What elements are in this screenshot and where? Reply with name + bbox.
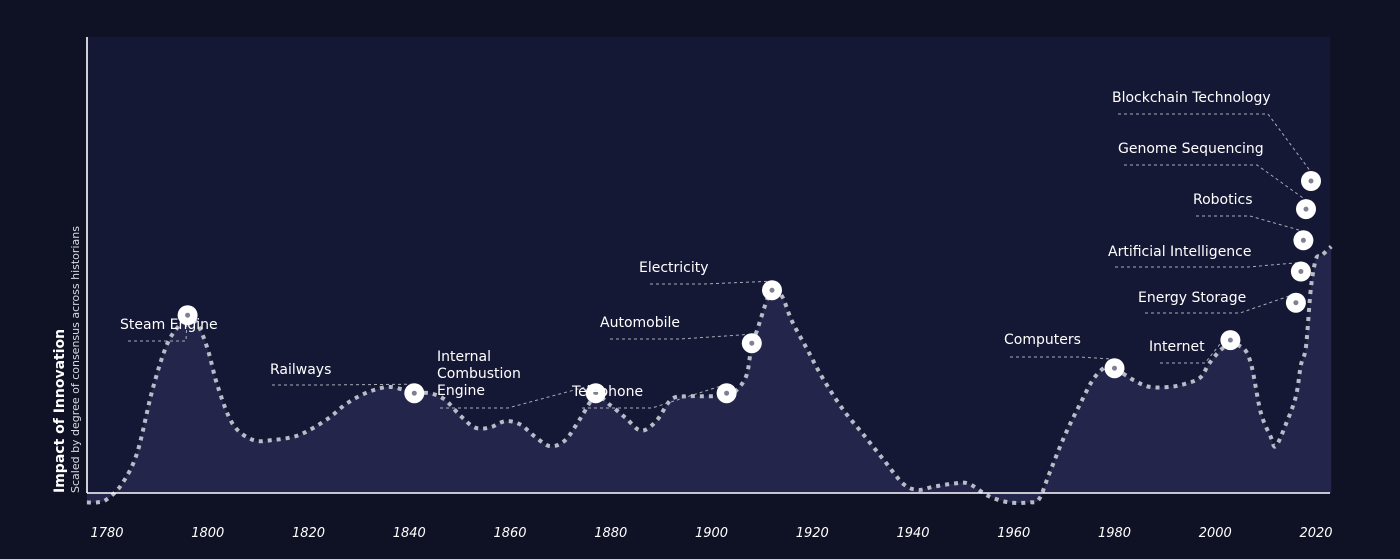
x-tick-label: 1840 (393, 526, 426, 541)
annotation-marker-center (1293, 300, 1299, 306)
x-tick-label: 1880 (594, 526, 627, 541)
annotation-marker-center (724, 390, 730, 396)
annotation-leader-line (128, 306, 189, 342)
annotation-label: Blockchain Technology (1112, 90, 1271, 106)
annotation-leader-line (1115, 262, 1301, 268)
annotation-marker-center (411, 390, 417, 396)
area-fill (86, 246, 1332, 503)
annotation-label: Artificial Intelligence (1108, 244, 1252, 260)
x-tick-label: 1860 (493, 526, 526, 541)
annotation-leader-line (1196, 215, 1304, 232)
annotation-leader-line (1124, 164, 1307, 201)
x-tick-label: 1900 (695, 526, 728, 541)
y-axis-title-group: Impact of Innovation Scaled by degree of… (52, 226, 82, 493)
x-tick-label: 1980 (1098, 526, 1131, 541)
annotation-leader-line (272, 383, 415, 386)
annotation-marker-center (1227, 337, 1233, 343)
annotation-label: Genome Sequencing (1118, 141, 1264, 157)
x-tick-label: 1800 (191, 526, 224, 541)
x-tick-label: 1780 (90, 526, 123, 541)
annotation-leader-line (1118, 113, 1312, 173)
y-axis-title: Impact of Innovation (52, 329, 68, 493)
annotation-label: Internet (1149, 339, 1205, 355)
annotation-leader-line (582, 383, 727, 409)
annotation-marker-center (185, 312, 191, 318)
x-tick-label: 1940 (896, 526, 929, 541)
annotation-markers (177, 171, 1321, 404)
annotation-marker-center (1298, 269, 1304, 274)
annotation-label: Internal Combustion Engine (437, 349, 521, 399)
x-tick-labels: 1780 1800 1820 1840 1860 1880 1900 1920 1940 1960… (90, 526, 1332, 541)
annotation-leaders (128, 113, 1312, 409)
annotation-marker-center (769, 287, 775, 293)
annotation-label: Telephone (571, 384, 643, 400)
annotation-label: Computers (1004, 332, 1081, 348)
annotation-label: Railways (270, 362, 331, 378)
series-line (86, 245, 1333, 505)
annotation-leader-line (440, 383, 596, 409)
annotation-marker-center (749, 340, 755, 346)
y-axis-subtitle: Scaled by degree of consensus across his… (69, 226, 82, 493)
x-tick-label: 1960 (997, 526, 1030, 541)
annotation-label: Robotics (1193, 192, 1253, 208)
x-tick-label: 1820 (292, 526, 325, 541)
annotation-label: Steam Engine (120, 317, 218, 333)
annotation-leader-line (1145, 293, 1297, 314)
x-tick-label: 2020 (1299, 526, 1332, 541)
annotation-label: Energy Storage (1138, 290, 1246, 306)
x-tick-label: 1920 (796, 526, 829, 541)
annotation-label: Electricity (639, 260, 709, 276)
annotation-marker-center (1112, 365, 1117, 371)
annotation-marker-center (1300, 237, 1306, 243)
annotation-marker-center (1308, 178, 1314, 184)
annotation-label: Automobile (600, 315, 680, 331)
annotation-marker-center (593, 390, 599, 396)
annotation-marker-center (1303, 206, 1309, 212)
x-tick-label: 2000 (1199, 526, 1232, 541)
annotation-labels: Steam Engine Railways Internal Combustion En… (120, 90, 1271, 400)
